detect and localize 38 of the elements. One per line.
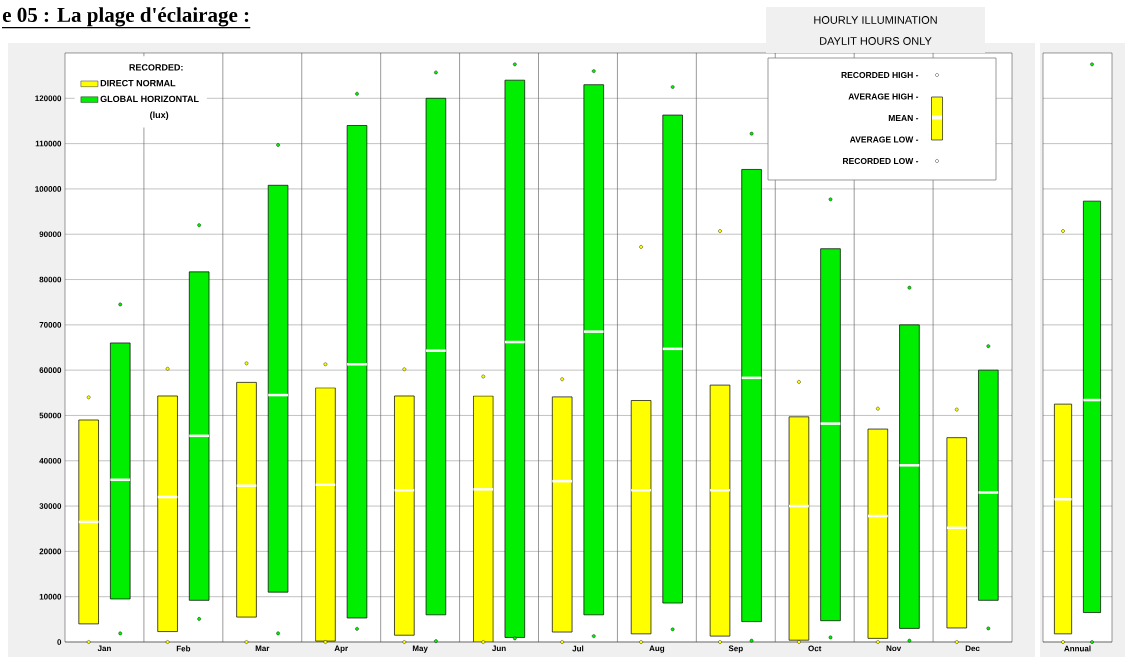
legend-title: RECORDED: [129, 64, 183, 71]
y-tick-label: 30000 [39, 503, 62, 509]
x-tick-label: May [412, 645, 428, 653]
legend-label: DIRECT NORMAL [100, 79, 176, 87]
text: HOURLY ILLUMINATION [814, 16, 937, 24]
y-tick-label: 20000 [39, 548, 62, 555]
annotation: RECORDED LOW - [843, 157, 919, 164]
text: DAYLIT HOURS ONLY [820, 37, 932, 45]
y-tick-label: 90000 [39, 231, 62, 238]
x-tick-label: Annual [1064, 645, 1091, 652]
annotation: RECORDED HIGH - [841, 71, 919, 78]
annotation: (lux) [150, 111, 169, 120]
y-tick-label: 120000 [35, 95, 62, 102]
x-tick-label: Oct [808, 645, 822, 652]
x-tick-label: Mar [255, 645, 270, 652]
y-tick-label: 80000 [39, 276, 62, 283]
x-tick-label: Apr [334, 645, 348, 653]
x-tick-label: Jan [97, 645, 111, 652]
x-tick-label: Sep [728, 645, 743, 653]
y-tick-label: 100000 [35, 186, 62, 192]
x-tick-label: Jun [492, 645, 506, 652]
y-tick-label: 110000 [35, 140, 62, 147]
y-tick-label: 60000 [39, 367, 62, 373]
x-tick-label: Feb [176, 645, 191, 652]
x-tick-label: Jul [572, 645, 584, 652]
legend-label: GLOBAL HORIZONTAL [100, 95, 199, 103]
y-tick-label: 10000 [39, 593, 62, 600]
y-tick-label: 0 [57, 639, 62, 645]
annotation: AVERAGE HIGH - [848, 93, 919, 100]
x-tick-label: Aug [649, 645, 665, 653]
y-tick-label: 70000 [39, 322, 62, 328]
y-tick-label: 40000 [39, 457, 62, 464]
annotation: MEAN - [888, 115, 919, 121]
y-tick-label: 50000 [39, 412, 62, 419]
annotation: AVERAGE LOW - [849, 136, 919, 143]
chart-title: e 05 : La plage d'éclairage : [2, 7, 249, 27]
x-tick-label: Dec [965, 645, 980, 652]
x-tick-label: Nov [886, 645, 902, 652]
